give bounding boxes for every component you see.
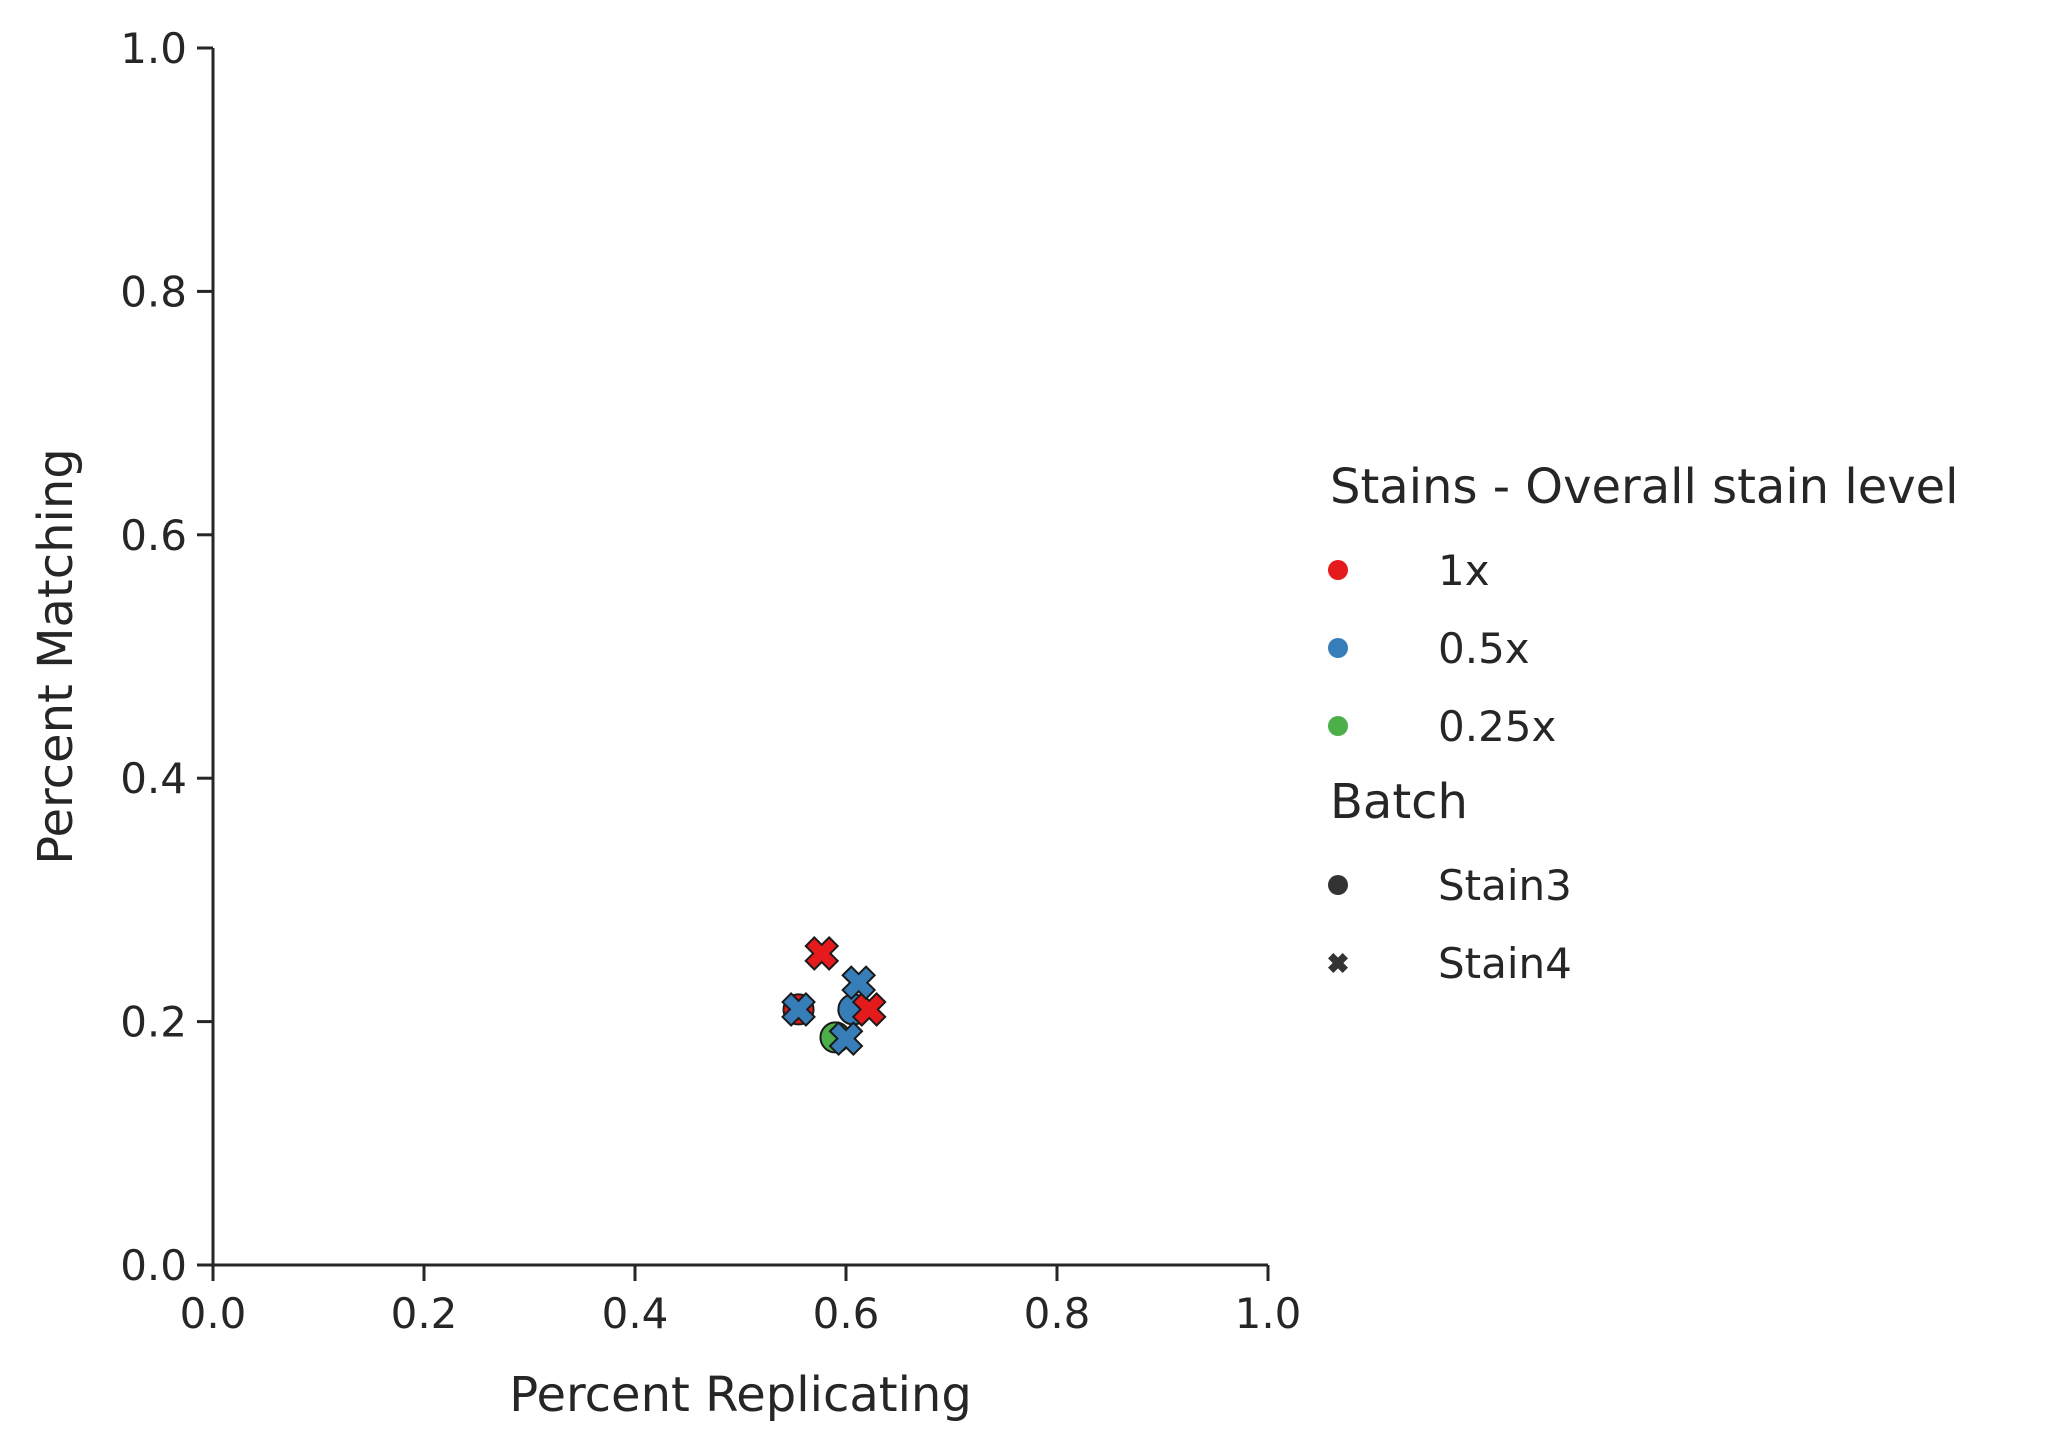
legend-label-stain4: Stain4: [1438, 939, 1572, 988]
data-point-x: [804, 936, 840, 971]
x-tick-label: 0.6: [813, 1289, 880, 1338]
legend-title-stains: Stains - Overall stain level: [1330, 459, 1959, 515]
legend-marker-0-25x: [1328, 716, 1348, 736]
y-tick-label: 0.2: [120, 998, 187, 1047]
legend-marker-x: [1328, 953, 1348, 973]
data-points: [781, 936, 887, 1057]
legend-label-stain3: Stain3: [1438, 861, 1572, 910]
x-tick-label: 0.0: [180, 1289, 247, 1338]
legend-label-1x: 1x: [1438, 546, 1490, 595]
data-point-x: [828, 1021, 864, 1057]
legend-label-0-5x: 0.5x: [1438, 624, 1530, 673]
data-point-x: [781, 992, 816, 1027]
legend: Stains - Overall stain level 1x 0.5x 0.25x B…: [1328, 459, 1959, 988]
y-tick-label: 1.0: [120, 24, 187, 73]
x-tick-label: 1.0: [1235, 1289, 1302, 1338]
legend-label-0-25x: 0.25x: [1438, 702, 1556, 751]
legend-marker-1x: [1328, 560, 1348, 580]
x-tick-label: 0.4: [602, 1289, 669, 1338]
x-tick-label: 0.2: [391, 1289, 458, 1338]
y-tick-label: 0.0: [120, 1241, 187, 1290]
legend-title-batch: Batch: [1330, 774, 1468, 830]
data-point-x: [851, 992, 887, 1027]
legend-marker-0-5x: [1328, 638, 1348, 658]
y-tick-label: 0.4: [120, 754, 187, 803]
data-point-x: [841, 965, 877, 1001]
legend-marker-circle: [1328, 875, 1348, 895]
x-axis-label: Percent Replicating: [509, 1367, 972, 1423]
y-tick-label: 0.8: [120, 267, 187, 316]
y-axis-label: Percent Matching: [28, 448, 84, 865]
y-tick-label: 0.6: [120, 511, 187, 560]
x-tick-label: 0.8: [1024, 1289, 1091, 1338]
axes: 0.0 0.2 0.4 0.6 0.8 1.0 0.0 0.2 0.4 0.6 0.8 1.0: [120, 24, 1301, 1338]
